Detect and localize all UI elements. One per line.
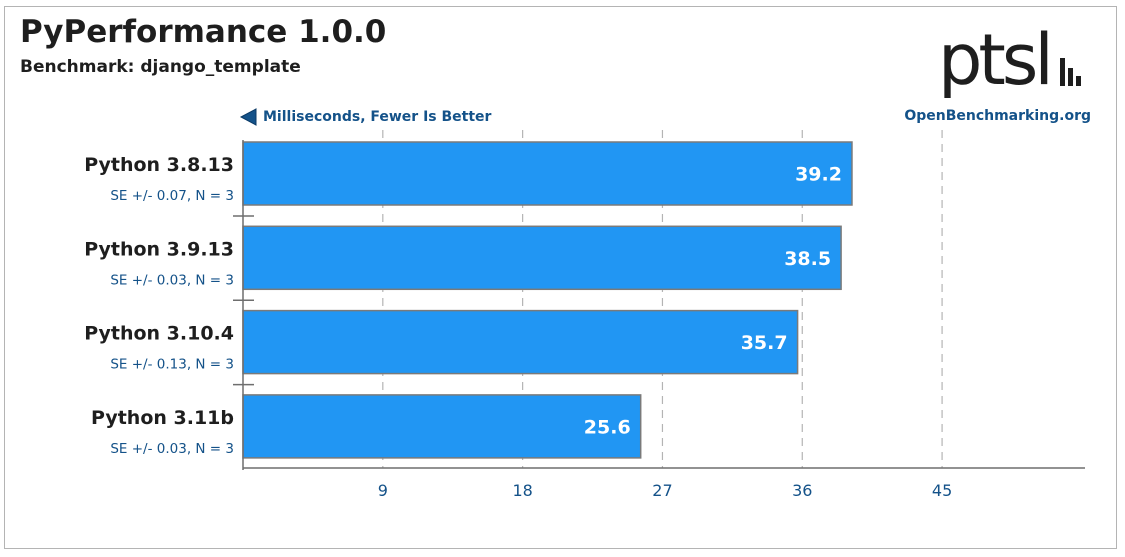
unit-row: Milliseconds, Fewer Is Better bbox=[238, 107, 491, 127]
source-label: OpenBenchmarking.org bbox=[904, 108, 1091, 124]
error-label: SE +/- 0.13, N = 3 bbox=[110, 357, 234, 373]
logo-bar-1 bbox=[1060, 58, 1065, 86]
category-label: Python 3.9.13 bbox=[84, 238, 234, 260]
bar-value-label: 25.6 bbox=[584, 416, 631, 438]
error-label: SE +/- 0.03, N = 3 bbox=[110, 441, 234, 457]
bar bbox=[242, 394, 642, 459]
category-label: Python 3.8.13 bbox=[84, 154, 234, 176]
chart-title: PyPerformance 1.0.0 bbox=[20, 14, 387, 50]
bar-layer bbox=[242, 141, 853, 459]
chart-subtitle: Benchmark: django_template bbox=[20, 57, 301, 77]
x-tick-label: 18 bbox=[512, 481, 532, 500]
bar-value-label: 35.7 bbox=[741, 332, 788, 354]
bar bbox=[242, 225, 842, 291]
axis-unit-label: Milliseconds, Fewer Is Better bbox=[263, 109, 492, 125]
error-label: SE +/- 0.07, N = 3 bbox=[110, 188, 234, 204]
bar bbox=[242, 309, 799, 375]
x-tick-label: 9 bbox=[378, 481, 388, 500]
category-label: Python 3.11b bbox=[91, 407, 234, 429]
axis-layer: 9 18 27 36 45 bbox=[233, 140, 1085, 500]
arrow-left-icon bbox=[239, 108, 257, 126]
bar-value-label: 38.5 bbox=[784, 248, 831, 270]
pts-logo: ptsl bbox=[938, 19, 1081, 98]
bar bbox=[242, 141, 853, 206]
error-label: SE +/- 0.03, N = 3 bbox=[110, 272, 234, 288]
x-tick-label: 45 bbox=[932, 481, 952, 500]
label-layer: 39.2 Python 3.8.13 SE +/- 0.07, N = 3 38.5 P… bbox=[84, 154, 842, 457]
category-label: Python 3.10.4 bbox=[84, 323, 234, 345]
x-tick-label: 27 bbox=[652, 481, 672, 500]
logo-text: ptsl bbox=[938, 19, 1050, 98]
logo-bar-2 bbox=[1068, 68, 1073, 86]
bar-value-label: 39.2 bbox=[795, 164, 842, 186]
x-tick-label: 36 bbox=[792, 481, 812, 500]
logo-bar-3 bbox=[1076, 76, 1081, 86]
